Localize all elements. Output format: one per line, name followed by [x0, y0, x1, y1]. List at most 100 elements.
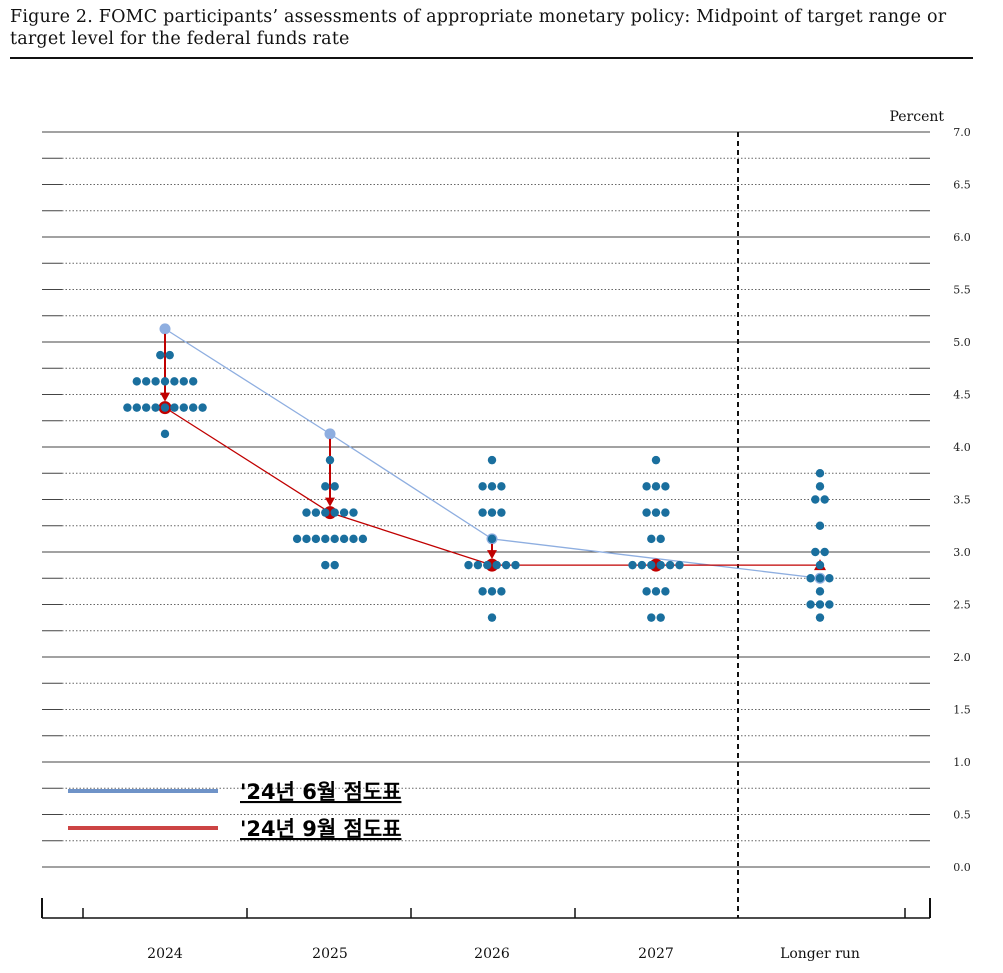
y-tick-label: 7.0 [953, 126, 971, 139]
y-tick-label: 0.0 [953, 861, 971, 874]
participant-dot [815, 587, 825, 596]
participant-dot [811, 495, 820, 504]
participant-dot [656, 560, 665, 570]
participant-dot [170, 377, 179, 386]
change-arrow-head [325, 497, 335, 507]
participant-dot [487, 613, 497, 622]
participant-dot [156, 350, 165, 360]
participant-dot [642, 482, 651, 491]
series-lines [158, 323, 826, 584]
participant-dot [339, 508, 349, 517]
participant-dot [123, 403, 132, 412]
participant-dot [815, 482, 825, 491]
participant-dot [651, 482, 661, 491]
participant-dot [311, 534, 321, 544]
participant-dot [198, 403, 207, 412]
participant-dot [487, 455, 497, 465]
participant-dot [478, 482, 487, 491]
participant-dot [647, 560, 656, 570]
y-tick-label: 6.5 [953, 179, 971, 192]
y-tick-label: 5.0 [953, 336, 971, 349]
participant-dot [132, 403, 141, 412]
x-category-label: 2027 [638, 946, 674, 962]
participant-dot [661, 482, 670, 491]
participant-dot [637, 560, 647, 570]
participant-dot [815, 574, 825, 583]
y-tick-label: 1.0 [953, 756, 971, 769]
participant-dot [820, 495, 829, 504]
change-arrow-head [160, 392, 170, 402]
change-arrow-head [487, 550, 497, 560]
participant-dot [321, 560, 330, 570]
participant-dot [483, 560, 492, 570]
participant-dot [487, 508, 497, 517]
participant-dot [478, 587, 487, 596]
participant-dot [642, 587, 651, 596]
participant-dot [179, 403, 188, 412]
y-tick-label: 2.5 [953, 599, 971, 612]
participant-dot [464, 560, 473, 570]
participant-dot [311, 508, 321, 517]
june-median-point [159, 323, 171, 335]
participant-dot [815, 469, 825, 478]
participant-dot [349, 508, 358, 517]
participant-dot [675, 560, 684, 570]
participant-dot [497, 508, 506, 517]
axis-layer: 0.0 0.5 1.0 1.5 2.0 2.5 3.0 3.5 4.0 4.5 5.0 5.5 6.0 6… [41, 109, 971, 962]
participant-dot [806, 600, 815, 609]
participant-dot [661, 587, 670, 596]
participant-dot [358, 534, 368, 544]
participant-dot [487, 482, 497, 491]
participant-dot [473, 560, 483, 570]
grid-layer [42, 131, 930, 868]
participant-dot [321, 534, 330, 544]
participant-dot [160, 377, 170, 386]
participant-dot [330, 560, 339, 570]
participant-dot [811, 547, 820, 557]
participant-dot [656, 534, 665, 544]
participant-dot [665, 560, 675, 570]
participant-dot [160, 429, 170, 439]
participant-dot [661, 508, 670, 517]
participant-dot [142, 377, 151, 386]
participant-dot [339, 534, 349, 544]
participant-dot [330, 508, 339, 517]
legend-label: '24년 6월 점도표 [240, 780, 402, 804]
participant-dot [487, 587, 497, 596]
participant-dot [292, 534, 302, 544]
caption-rule [10, 57, 973, 59]
participant-dot [825, 600, 834, 609]
y-tick-label: 1.5 [953, 704, 971, 717]
participant-dot [160, 403, 170, 412]
participant-dot [651, 587, 661, 596]
y-tick-label: 4.0 [953, 441, 971, 454]
y-tick-label: 5.5 [953, 284, 971, 297]
y-tick-label: 6.0 [953, 231, 971, 244]
figure-caption: Figure 2. FOMC participants’ assessments… [10, 7, 947, 49]
participant-dot [132, 377, 141, 386]
participant-dot [497, 587, 506, 596]
x-category-label: 2025 [312, 946, 348, 962]
participant-dot [478, 508, 487, 517]
participant-dot [179, 377, 188, 386]
participant-dot [628, 560, 637, 570]
participant-dot [815, 613, 825, 622]
participant-dot [487, 534, 497, 544]
participant-dot [497, 482, 506, 491]
participant-dot [321, 482, 330, 491]
participant-dot [656, 613, 665, 622]
participant-dot [165, 350, 174, 360]
legend-label: '24년 9월 점도표 [240, 817, 402, 841]
participant-dot [647, 613, 656, 622]
y-tick-label: 3.5 [953, 494, 971, 507]
participant-dot [302, 508, 311, 517]
participant-dot [815, 521, 825, 530]
y-tick-label: 2.0 [953, 651, 971, 664]
y-tick-label: 3.0 [953, 546, 971, 559]
participant-dot [825, 574, 834, 583]
x-category-label: 2026 [474, 946, 510, 962]
participant-dot [651, 508, 661, 517]
june-median-point [324, 428, 336, 440]
y-tick-label: 4.5 [953, 389, 971, 402]
